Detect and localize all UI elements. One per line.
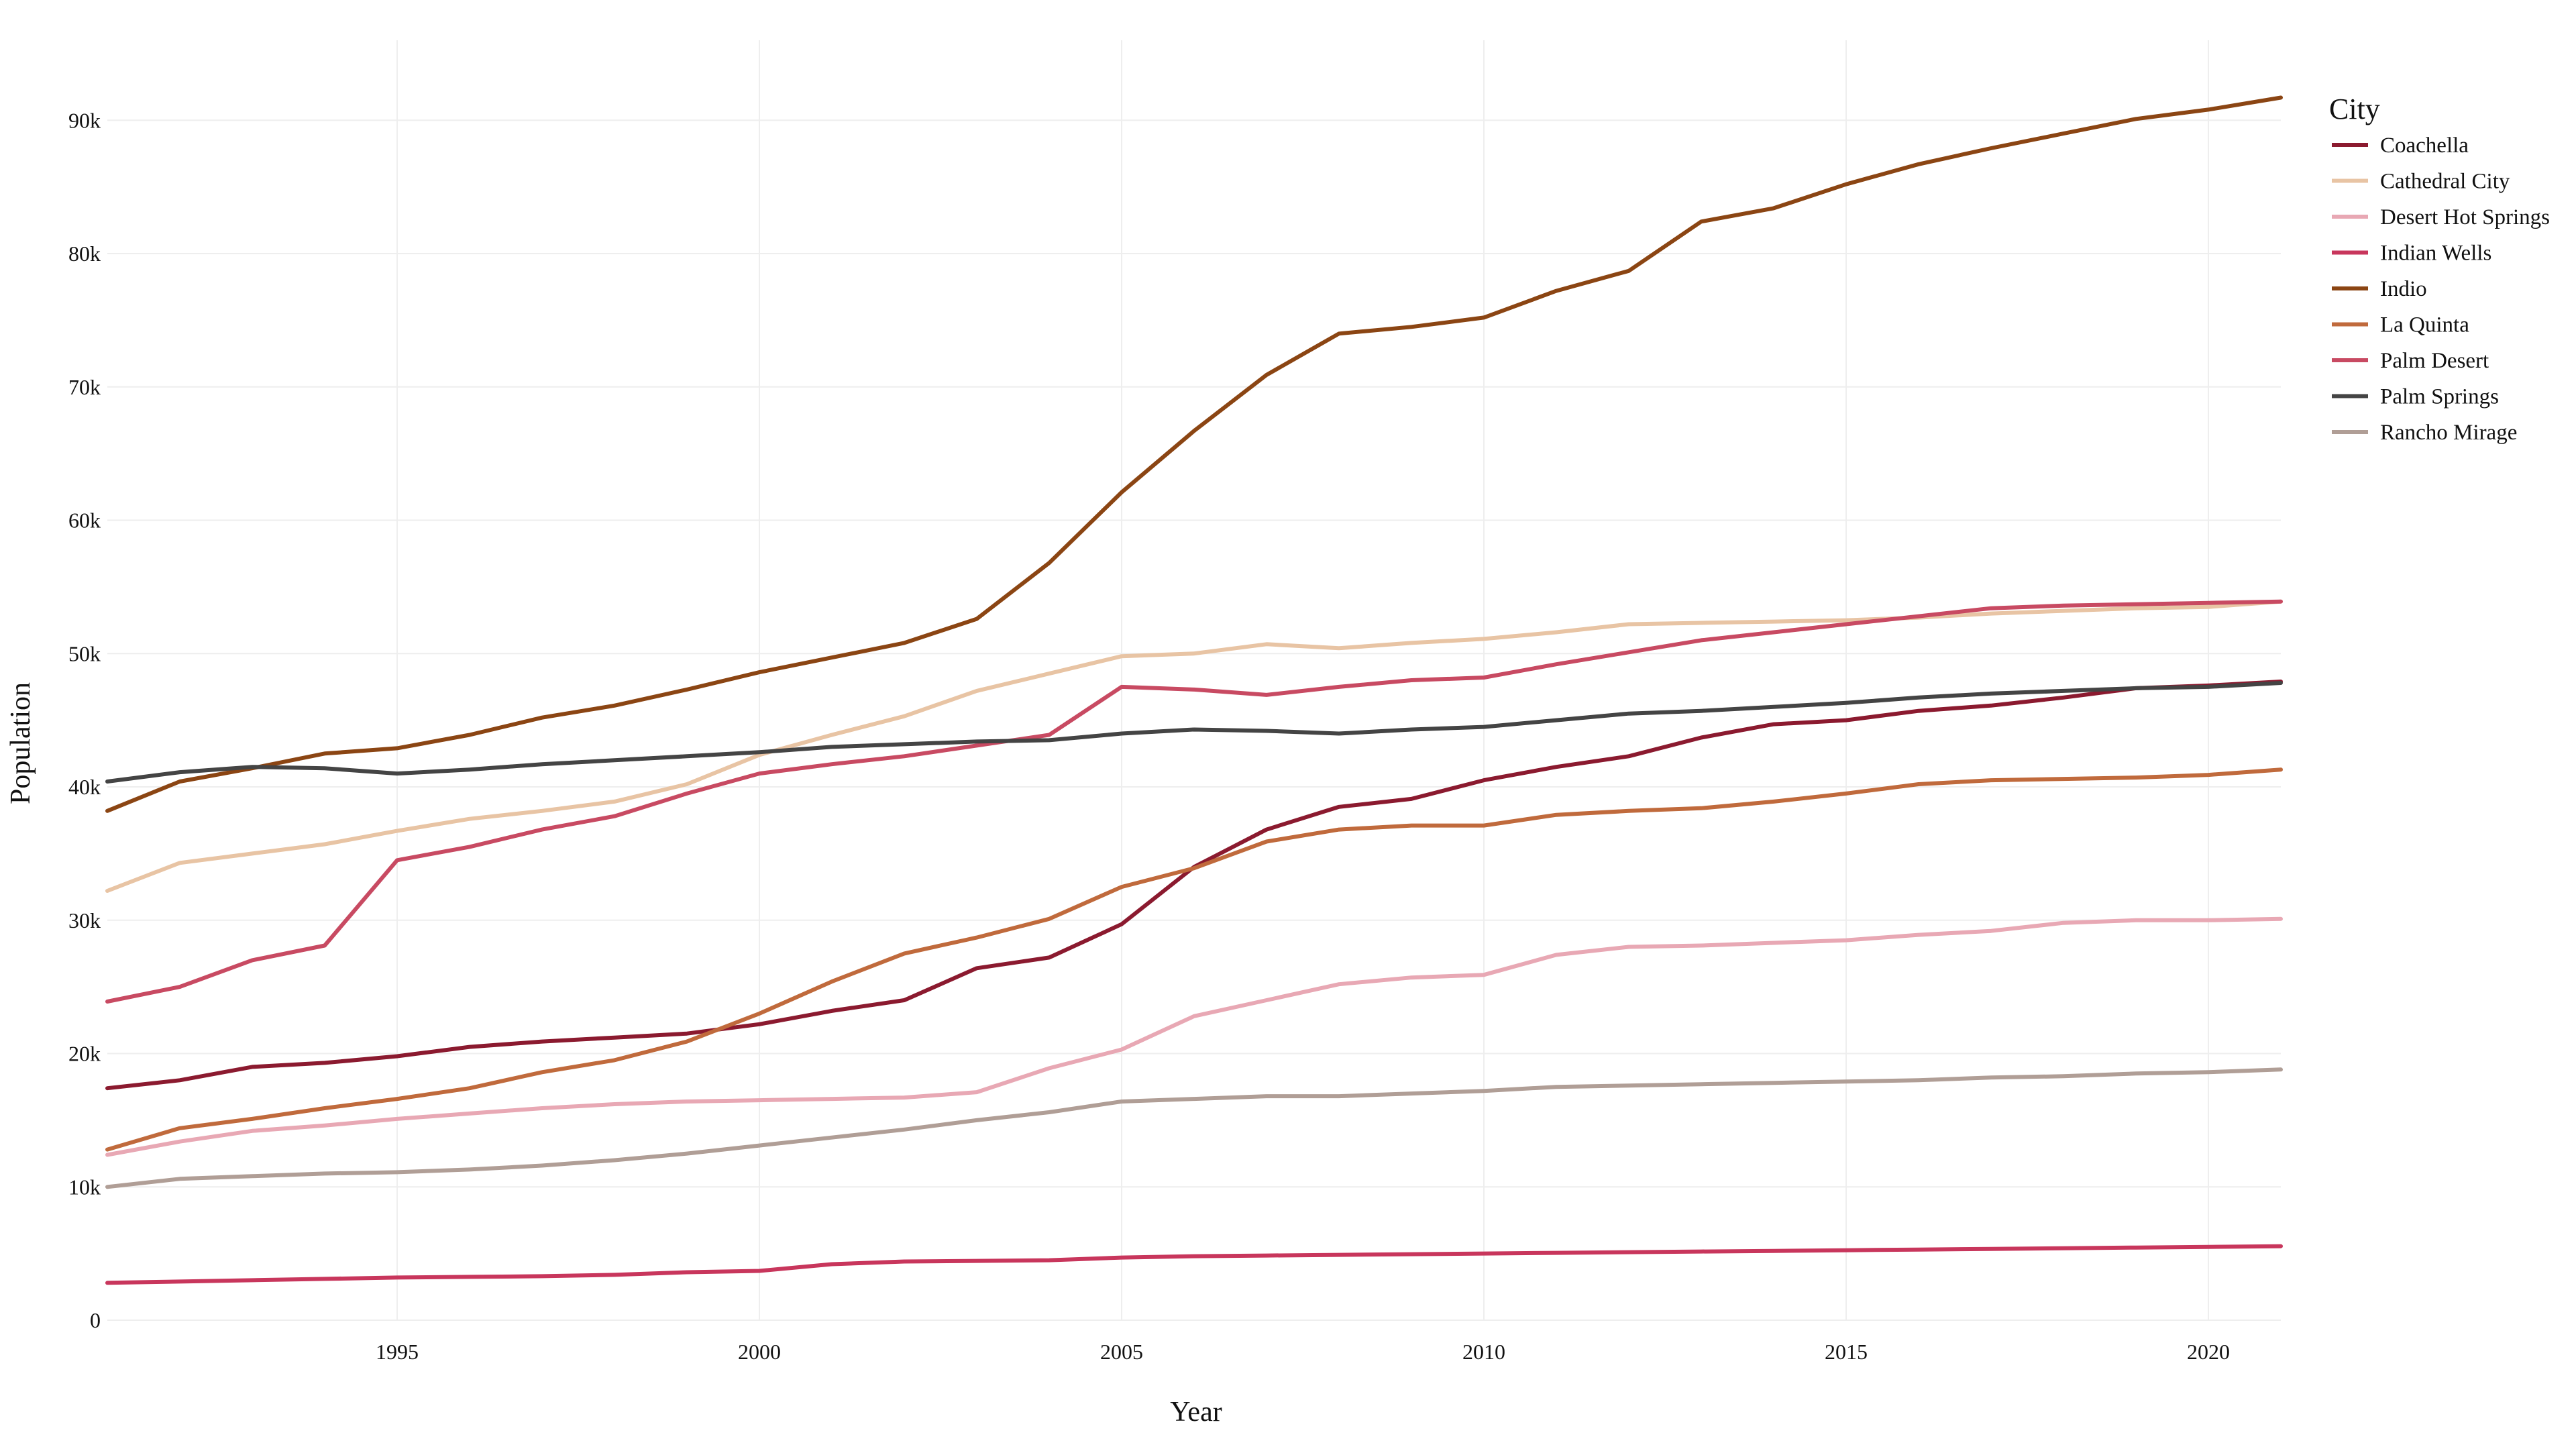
y-axis-title: Population <box>5 682 36 804</box>
legend-label: Indian Wells <box>2380 241 2491 266</box>
legend-items: Coachella Cathedral City Desert Hot Spring… <box>2332 133 2550 445</box>
legend-label: Cathedral City <box>2380 170 2510 194</box>
y-tick-label: 50k <box>68 641 101 665</box>
legend-label: Desert Hot Springs <box>2380 205 2550 229</box>
legend-item-indio[interactable]: Indio <box>2332 277 2427 301</box>
legend-label: Palm Springs <box>2380 385 2499 409</box>
legend-item-palm-desert[interactable]: Palm Desert <box>2332 349 2489 373</box>
y-tick-label: 90k <box>68 108 101 132</box>
legend-label: Rancho Mirage <box>2380 421 2517 445</box>
legend: City Coachella Cathedral City Desert Hot S… <box>2329 93 2550 445</box>
y-tick-label: 10k <box>68 1175 101 1199</box>
series-line-la-quinta <box>105 767 2283 1152</box>
x-tick-label: 2020 <box>2187 1340 2230 1364</box>
x-tick-label: 1995 <box>376 1340 419 1364</box>
y-tick-label: 40k <box>68 775 101 799</box>
x-tick-label: 2015 <box>1825 1340 1868 1364</box>
legend-item-rancho-mirage[interactable]: Rancho Mirage <box>2332 421 2517 445</box>
series-line-desert-hot-springs <box>105 916 2283 1157</box>
y-tick-label: 0 <box>90 1308 101 1332</box>
x-tick-label: 2010 <box>1462 1340 1505 1364</box>
grid-lines <box>107 40 2281 1321</box>
x-tick-labels: 1995 2000 2005 2010 2015 2020 <box>376 1340 2230 1364</box>
series-line-indio <box>105 95 2283 813</box>
y-tick-label: 60k <box>68 508 101 533</box>
series-line-rancho-mirage <box>105 1067 2283 1189</box>
series-line-palm-springs <box>105 681 2283 784</box>
legend-label: Coachella <box>2380 133 2469 158</box>
y-tick-labels: 0 10k 20k 30k 40k 50k 60k 70k 80k 90k <box>68 108 101 1332</box>
series-lines <box>105 95 2283 1285</box>
series-line-cathedral-city <box>105 599 2283 893</box>
x-tick-label: 2005 <box>1100 1340 1143 1364</box>
y-tick-label: 30k <box>68 908 101 932</box>
legend-item-cathedral-city[interactable]: Cathedral City <box>2332 170 2510 194</box>
y-tick-label: 80k <box>68 241 101 266</box>
x-axis-title: Year <box>1170 1397 1222 1428</box>
legend-label: Palm Desert <box>2380 349 2489 373</box>
series-line-palm-desert <box>105 599 2283 1004</box>
legend-item-coachella[interactable]: Coachella <box>2332 133 2469 158</box>
legend-label: Indio <box>2380 277 2427 301</box>
legend-label: La Quinta <box>2380 313 2469 337</box>
x-tick-label: 2000 <box>738 1340 781 1364</box>
legend-item-desert-hot-springs[interactable]: Desert Hot Springs <box>2332 205 2550 229</box>
y-tick-label: 70k <box>68 375 101 399</box>
legend-item-la-quinta[interactable]: La Quinta <box>2332 313 2469 337</box>
legend-item-indian-wells[interactable]: Indian Wells <box>2332 241 2491 266</box>
series-line-indian-wells <box>105 1244 2283 1285</box>
legend-title: City <box>2329 93 2380 125</box>
legend-item-palm-springs[interactable]: Palm Springs <box>2332 385 2499 409</box>
y-tick-label: 20k <box>68 1042 101 1066</box>
